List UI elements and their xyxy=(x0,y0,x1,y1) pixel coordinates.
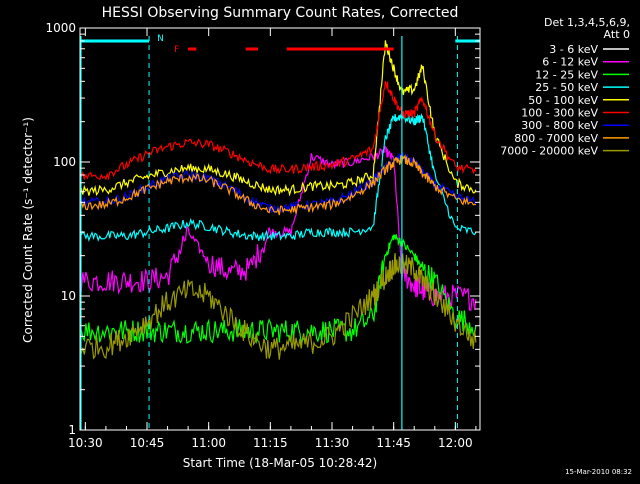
series-line-4 xyxy=(80,113,477,242)
legend-label-3: 12 - 25 keV xyxy=(535,68,598,81)
x-tick-label-7: 12:00 xyxy=(438,436,473,450)
axis-layer: 10:30 10:45 11:00 11:15 11:30 11:45 12:00 1 10 10… xyxy=(45,21,480,450)
plot-frame xyxy=(79,27,481,431)
y-tick-label-1: 1 xyxy=(68,423,76,437)
series-line-2 xyxy=(80,145,477,312)
y-axis-label: Corrected Count Rate (s⁻¹ detector⁻¹) xyxy=(21,117,35,343)
legend-header-line-2: Att 0 xyxy=(604,28,630,41)
y-tick-label-3: 100 xyxy=(53,155,76,169)
data-layer xyxy=(80,40,477,433)
series-line-8 xyxy=(80,153,477,216)
legend-label-4: 25 - 50 keV xyxy=(535,81,598,94)
series-line-6 xyxy=(80,81,477,181)
flare-label: F xyxy=(174,45,179,55)
legend-label-5: 50 - 100 keV xyxy=(528,94,598,107)
x-tick-label-4: 11:15 xyxy=(253,436,288,450)
series-line-9 xyxy=(80,253,477,360)
y-tick-label-2: 10 xyxy=(61,289,76,303)
legend-label-1: 3 - 6 keV xyxy=(549,43,598,56)
series-line-3 xyxy=(80,234,477,345)
chart-title: HESSI Observing Summary Count Rates, Cor… xyxy=(102,5,459,21)
legend-label-6: 100 - 300 keV xyxy=(521,107,598,120)
legend-label-9: 7000 - 20000 keV xyxy=(500,145,598,158)
x-tick-label-5: 11:30 xyxy=(315,436,350,450)
legend-label-8: 800 - 7000 keV xyxy=(514,132,598,145)
legend-header-line-1: Det 1,3,4,5,6,9, xyxy=(544,16,630,29)
x-tick-label-3: 11:00 xyxy=(191,436,226,450)
legend-label-7: 300 - 800 keV xyxy=(521,119,598,132)
x-tick-label-2: 10:45 xyxy=(130,436,165,450)
legend-label-2: 6 - 12 keV xyxy=(542,56,598,69)
x-axis-label: Start Time (18-Mar-05 10:28:42) xyxy=(183,456,377,470)
footer-date: 15-Mar-2010 08:32 xyxy=(565,468,632,476)
x-tick-label-6: 11:45 xyxy=(376,436,411,450)
series-line-5 xyxy=(80,40,477,197)
x-tick-label-1: 10:30 xyxy=(68,436,103,450)
y-tick-label-4: 1000 xyxy=(45,21,76,35)
night-label: N xyxy=(157,34,164,44)
